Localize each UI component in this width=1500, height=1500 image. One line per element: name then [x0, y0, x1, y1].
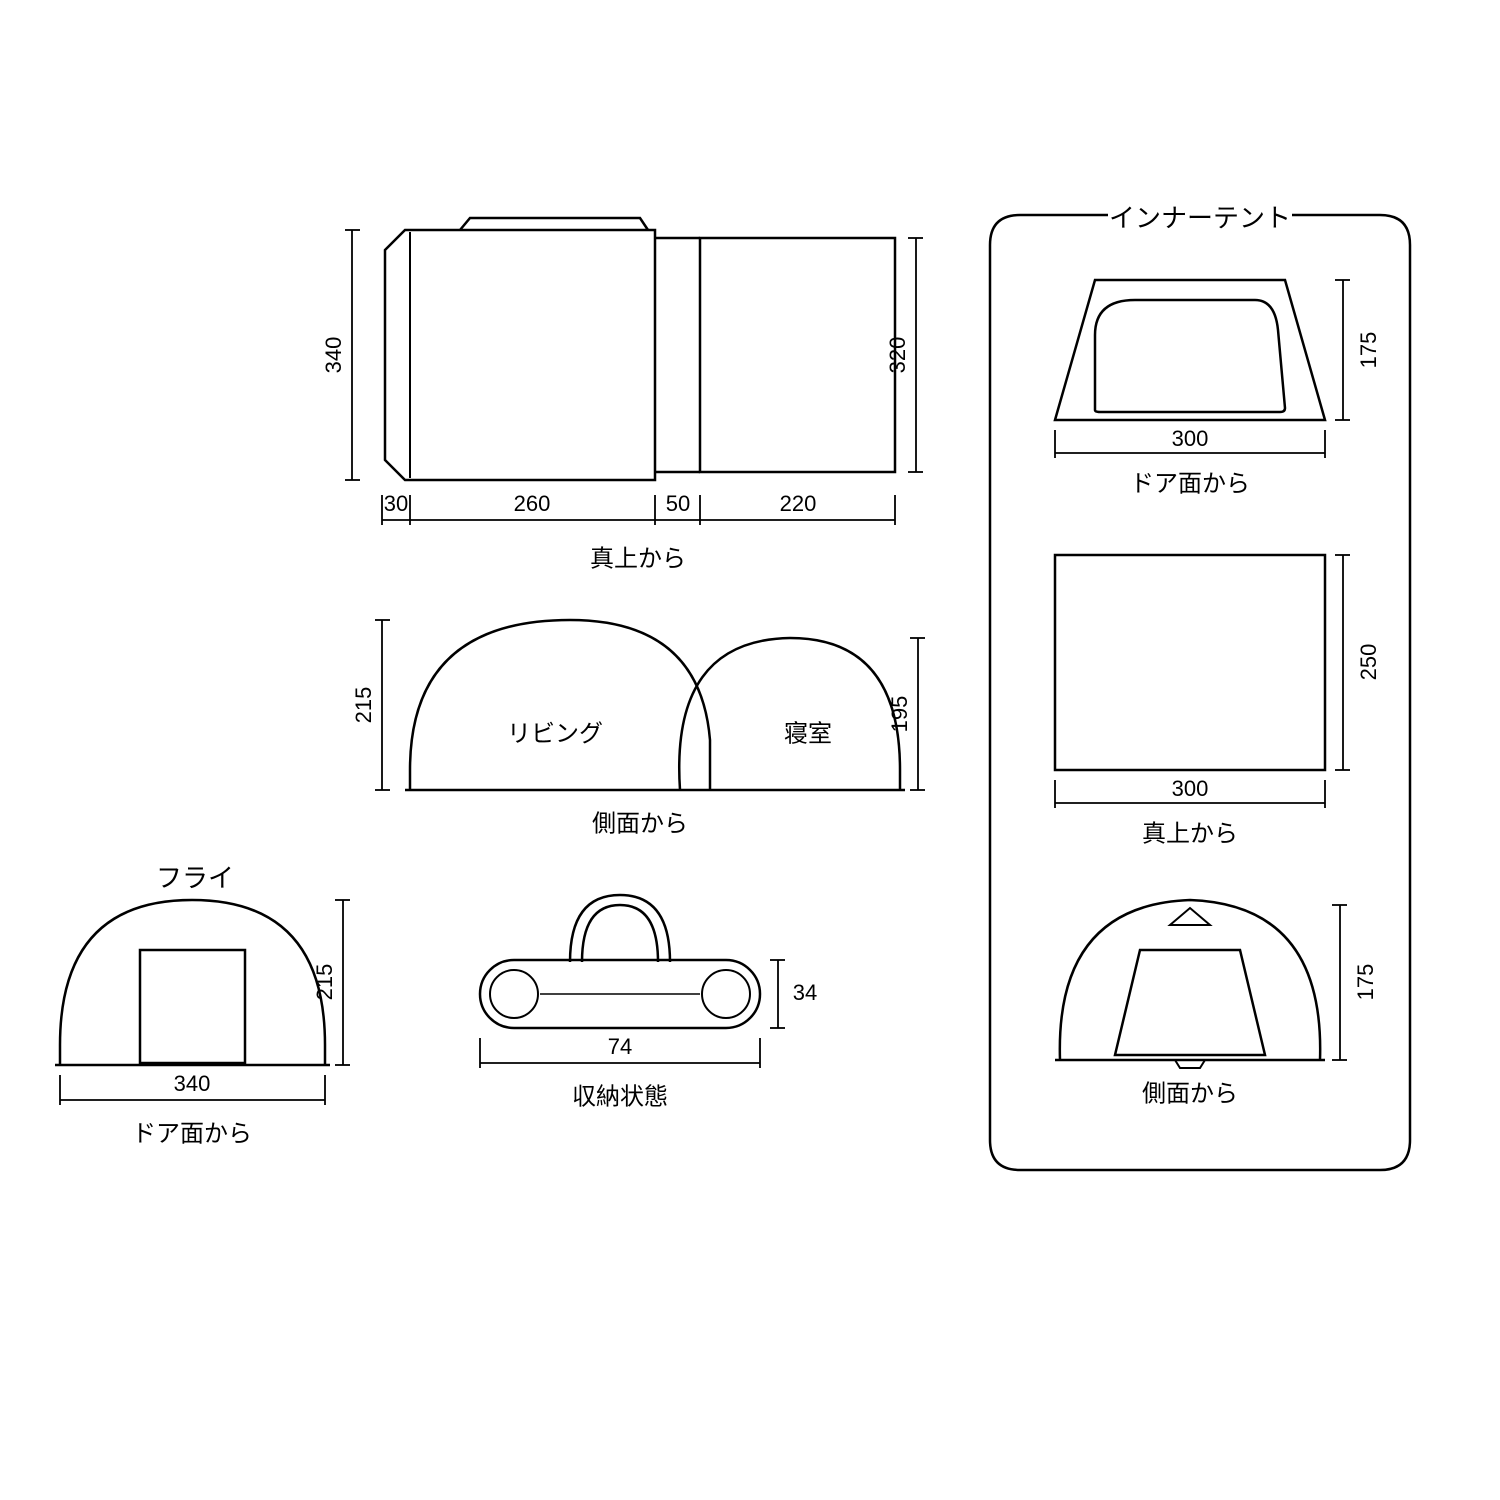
side-left-dim: 215: [351, 620, 390, 790]
bag-end-left: [490, 970, 538, 1018]
top-right-height-value: 320: [885, 337, 910, 374]
inner-door-opening: [1095, 300, 1285, 412]
living-outline: [410, 620, 710, 790]
fly-dome: [60, 900, 325, 1065]
bag-bottom-dim: 74: [480, 1034, 760, 1068]
inner-side-h: 175: [1353, 964, 1378, 1001]
inner-top-w: 300: [1172, 776, 1209, 801]
top-view-group: 340 320: [321, 218, 923, 572]
inner-side-group: 175 側面から: [1055, 900, 1378, 1107]
fly-door: [140, 950, 245, 1063]
fly-right-dim: 215: [312, 900, 350, 1065]
bag-handle-2: [582, 905, 658, 962]
bedroom-label: 寝室: [784, 720, 832, 747]
top-right-shape: [700, 238, 895, 472]
top-seg3: 50: [666, 491, 690, 516]
inner-top-group: 250 300 真上から: [1055, 555, 1381, 847]
top-left-dim: 340: [321, 230, 360, 480]
top-seg4: 220: [780, 491, 817, 516]
bag-group: 34 74 収納状態: [480, 895, 817, 1110]
top-left-height-value: 340: [321, 337, 346, 374]
inner-side-door: [1115, 950, 1265, 1055]
bedroom-outline: [679, 638, 900, 790]
inner-door-w: 300: [1172, 426, 1209, 451]
living-label: リビング: [507, 720, 603, 747]
side-right-h: 195: [887, 696, 912, 733]
top-seg1: 30: [384, 491, 408, 516]
top-bottom-dims: 30 260 50 220: [382, 491, 895, 525]
top-view-caption: 真上から: [590, 545, 686, 572]
bag-end-right: [702, 970, 750, 1018]
inner-door-group: 175 300 ドア面から: [1055, 280, 1381, 497]
side-view-caption: 側面から: [592, 810, 688, 837]
bag-w: 74: [608, 1034, 632, 1059]
inner-side-vent: [1170, 908, 1210, 925]
fly-w: 340: [174, 1071, 211, 1096]
side-view-group: 215 リビング 寝室 195 側面から: [351, 620, 925, 837]
side-left-h: 215: [351, 687, 376, 724]
inner-side-caption: 側面から: [1142, 1080, 1238, 1107]
top-left-shape: [385, 218, 655, 480]
top-right-dim: 320: [885, 238, 923, 472]
bag-caption: 収納状態: [572, 1083, 668, 1110]
inner-title: インナーテント: [1109, 203, 1291, 233]
inner-top-caption: 真上から: [1142, 820, 1238, 847]
inner-top-rect: [1055, 555, 1325, 770]
inner-tent-group: インナーテント 175 300 ドア面から 250: [990, 203, 1410, 1170]
fly-bottom-dim: 340: [60, 1071, 325, 1105]
fly-group: フライ 215 340 ドア面から: [55, 863, 350, 1147]
bag-h: 34: [793, 980, 817, 1005]
fly-title: フライ: [156, 863, 234, 893]
bag-right-dim: 34: [770, 960, 817, 1028]
inner-door-h: 175: [1356, 332, 1381, 369]
inner-door-caption: ドア面から: [1130, 470, 1250, 497]
top-seg2: 260: [514, 491, 551, 516]
inner-panel-border: [990, 215, 1410, 1170]
fly-h: 215: [312, 964, 337, 1001]
inner-top-h: 250: [1356, 644, 1381, 681]
diagram-canvas: 340 320: [0, 0, 1500, 1500]
side-right-dim: 195: [887, 638, 925, 790]
fly-caption: ドア面から: [132, 1120, 252, 1147]
